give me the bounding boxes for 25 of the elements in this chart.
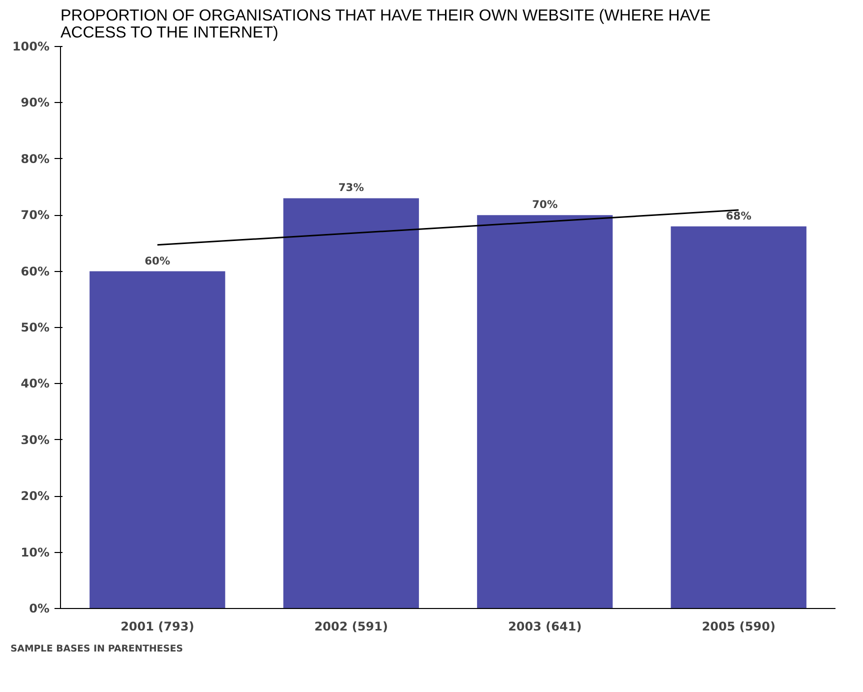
data-label: 73%: [338, 181, 364, 194]
data-label: 60%: [144, 254, 170, 268]
x-tick-label: 2001 (793): [120, 620, 194, 634]
y-tick-label: 90%: [20, 96, 50, 110]
bar: [477, 215, 613, 608]
x-tick-label: 2002 (591): [314, 620, 388, 634]
y-tick-label: 60%: [20, 264, 50, 278]
y-tick-label: 100%: [12, 40, 50, 54]
y-tick-label: 40%: [20, 376, 50, 391]
bar: [670, 226, 806, 608]
y-tick-label: 20%: [20, 489, 50, 504]
text: SAMPLE BASES IN PARENTHESES: [10, 644, 184, 654]
y-tick-label: 80%: [20, 152, 50, 166]
bar: [90, 271, 226, 608]
bar: [283, 198, 419, 608]
data-label: 70%: [532, 198, 558, 212]
y-tick-label: 30%: [20, 432, 50, 447]
data-label: 68%: [726, 209, 752, 222]
x-tick-label: 2005 (590): [702, 620, 776, 634]
x-tick-label: 2003 (641): [508, 620, 582, 634]
y-tick-label: 70%: [20, 208, 50, 222]
y-tick-label: 0%: [29, 602, 50, 616]
chart-title: PROPORTION OF ORGANISATIONS THAT HAVE THEIR OWN WEBSITE (WHERE HAVE ACCESS TO THE INTERNET): [60, 8, 711, 42]
y-tick-label: 50%: [20, 320, 50, 334]
y-tick-label: 10%: [20, 545, 50, 560]
